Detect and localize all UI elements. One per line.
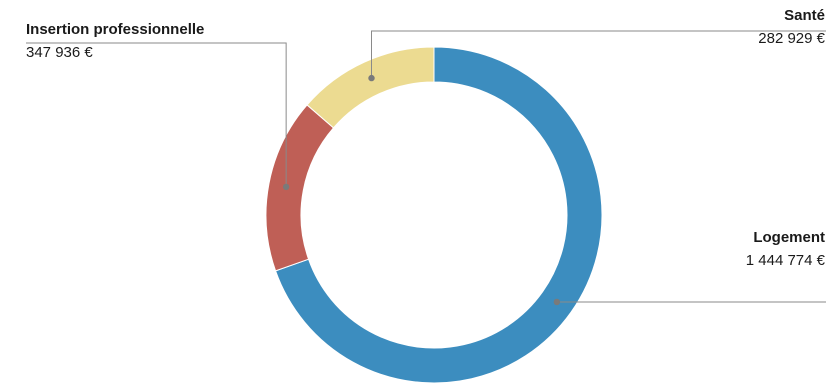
slice-label-logement: Logement 1 444 774 € [745,229,825,269]
slice-category-label: Santé [784,7,825,24]
leader-dot-insertion-professionnelle [282,183,290,191]
slice-label-sante: Santé 282 929 € [758,7,825,47]
leader-dot-sante [368,74,375,82]
slice-label-insertion-professionnelle: Insertion professionnelle 347 936 € [26,21,205,61]
slice-category-label: Insertion professionnelle [26,21,205,38]
leader-line-insertion-professionnelle [26,42,287,187]
slice-value-label: 1 444 774 € [745,251,825,269]
leader-dot-logement [553,298,561,306]
donut-slice-logement [274,46,603,383]
leader-line-sante [371,30,826,79]
slice-value-label: 347 936 € [26,43,93,61]
slice-value-label: 282 929 € [758,29,825,47]
donut-slices [265,46,603,383]
slice-category-label: Logement [753,229,825,246]
donut-slice-insertion-professionnelle [265,104,335,272]
donut-slice-sante [306,46,435,129]
leader-lines [26,30,826,306]
